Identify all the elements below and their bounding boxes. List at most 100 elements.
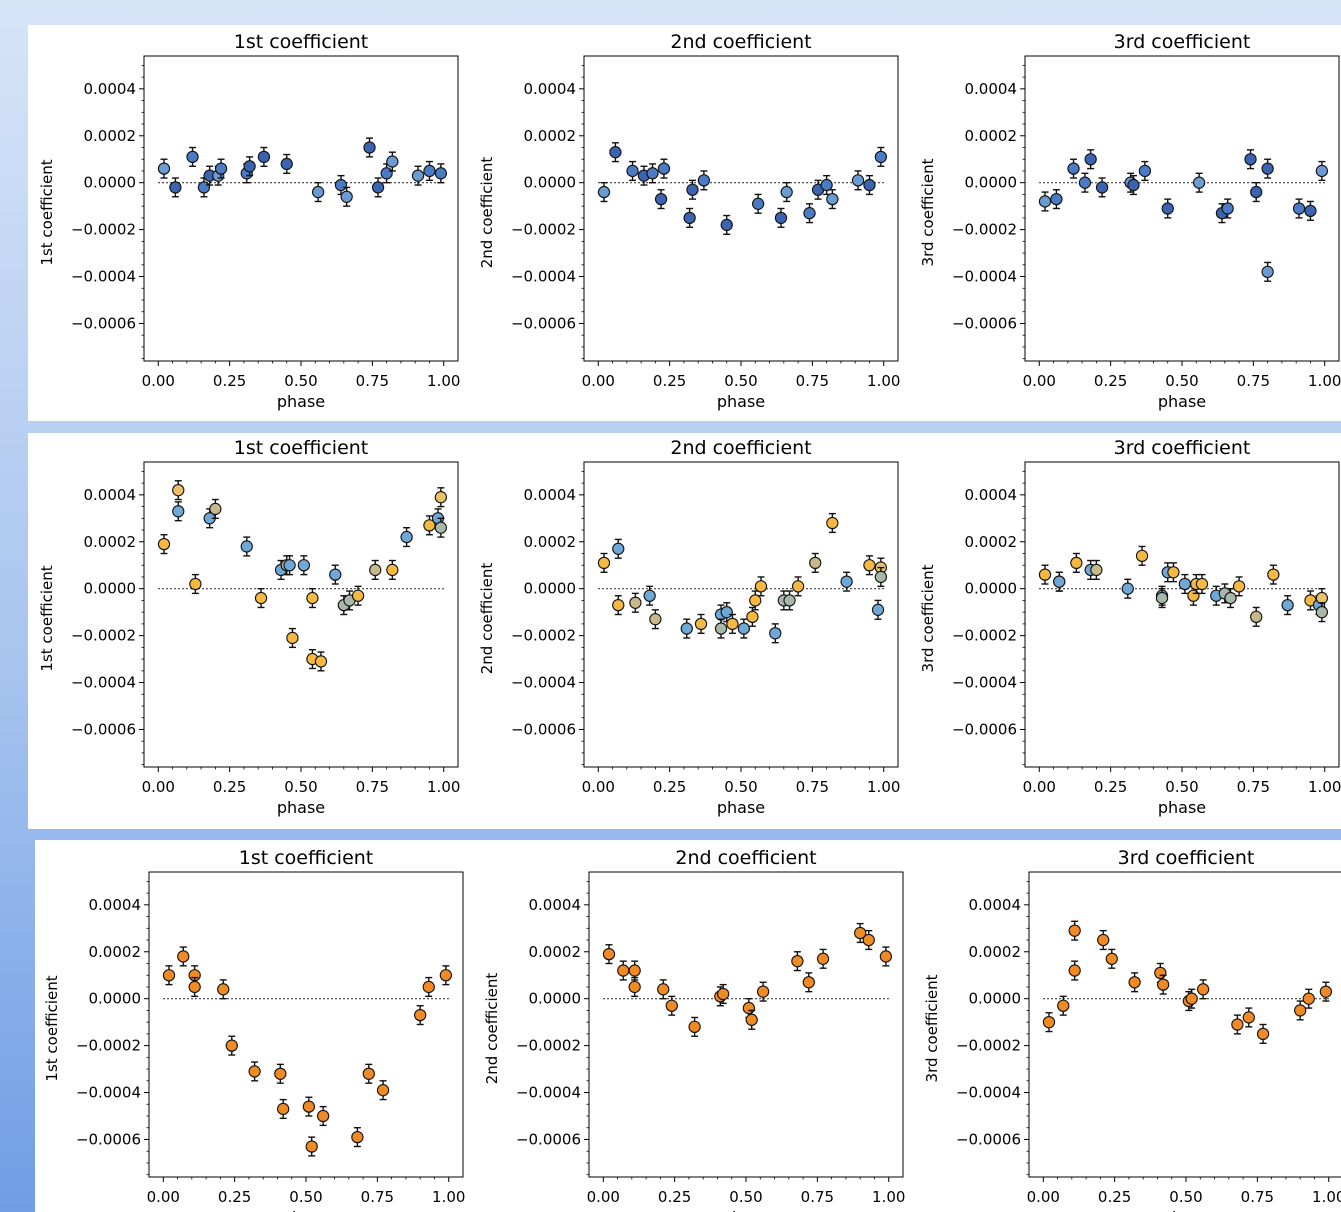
y-tick-label: −0.0002 [511,221,576,239]
data-point [423,519,436,532]
x-tick-label: 0.75 [1237,778,1270,796]
data-point [297,559,311,572]
data-point [351,589,365,602]
y-tick-label: 0.0004 [524,486,577,504]
data-point [791,955,804,968]
y-tick-label: −0.0006 [511,720,576,738]
data-point [380,167,393,180]
x-tick-label: 0.75 [1241,1188,1274,1206]
y-tick-label: −0.0002 [76,1037,141,1055]
data-point [305,1140,318,1153]
data-point [1042,1016,1056,1029]
y-axis-label: 2nd coefficient [483,973,501,1085]
data-point [188,980,201,994]
x-tick-label: 0.25 [213,372,246,390]
x-tick-label: 0.00 [582,778,615,796]
data-point [617,964,630,977]
data-point [157,537,171,551]
y-tick-label: −0.0002 [71,627,136,645]
x-tick-label: 0.75 [796,372,829,390]
data-point [1315,164,1329,178]
x-axis-label: phase [1158,798,1206,817]
data-point [400,530,413,544]
y-tick-label: 0.0004 [965,80,1018,98]
data-point [649,613,662,626]
data-point [686,183,699,196]
axes-frame [148,871,464,1178]
axes-frame [1028,871,1341,1178]
data-point [254,591,268,605]
x-tick-label: 0.50 [724,372,757,390]
x-axis-label: phase [1158,392,1206,411]
data-point [189,577,202,591]
data-point [783,594,796,607]
x-tick-label: 0.50 [724,778,757,796]
axes-frame [143,461,459,768]
x-axis-label: phase [277,798,325,817]
data-point [439,969,453,982]
data-point [646,167,659,180]
subplot-title: 1st coefficient [234,31,369,53]
data-point [820,178,833,192]
data-point [680,622,693,635]
data-point [654,192,668,206]
axes-frame [1024,461,1340,768]
data-point [754,580,768,593]
data-point [1068,964,1081,977]
data-point [851,174,865,187]
y-tick-label: 0.0002 [89,943,142,961]
data-point [1221,202,1234,215]
data-point [1304,204,1317,217]
data-point [1105,952,1118,965]
data-point [369,563,382,577]
data-point [434,167,448,180]
y-tick-label: −0.0006 [952,314,1017,332]
x-tick-label: 0.00 [1023,372,1056,390]
data-point [186,150,199,164]
y-tick-label: 0.0000 [89,990,142,1008]
data-point [434,491,448,504]
data-point [1121,582,1134,595]
data-point [217,983,230,996]
x-axis-label: phase [717,392,765,411]
x-tick-label: 0.75 [356,372,389,390]
y-tick-label: −0.0002 [71,221,136,239]
data-point [629,596,642,609]
data-point [414,1008,427,1022]
y-tick-label: 0.0004 [84,486,137,504]
y-tick-label: −0.0002 [952,627,1017,645]
data-point [826,192,839,206]
data-point [657,983,670,996]
y-tick-label: −0.0006 [952,720,1017,738]
y-tick-label: 0.0004 [965,486,1018,504]
data-point [720,218,733,232]
x-tick-label: 0.75 [356,778,389,796]
data-point [612,598,625,612]
axes-frame [1024,55,1340,362]
data-point [1302,992,1315,1005]
data-point [1068,924,1081,937]
subplot-title: 2nd coefficient [670,31,811,53]
x-axis-label: phase [717,798,765,817]
x-tick-label: 0.25 [658,1188,691,1206]
data-point [1154,966,1167,980]
y-tick-label: −0.0004 [952,268,1017,286]
data-point [628,964,641,977]
data-point [1090,563,1103,577]
data-point [283,559,296,572]
y-tick-label: 0.0004 [524,80,577,98]
data-point [172,484,185,497]
data-point [874,570,888,584]
data-point [1135,549,1149,562]
data-point [1195,577,1209,591]
x-tick-label: 1.00 [1308,778,1341,796]
data-point [1128,976,1141,989]
data-point [602,947,616,961]
data-point [697,174,711,187]
data-point [871,603,885,616]
x-tick-label: 0.00 [587,1188,620,1206]
